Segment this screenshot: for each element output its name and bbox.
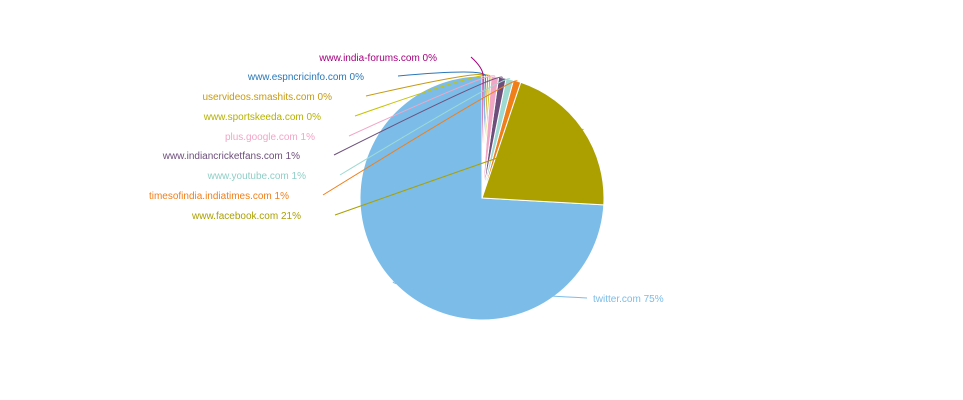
leader-line xyxy=(354,74,491,117)
leader-line xyxy=(392,281,588,299)
leader-line xyxy=(348,75,496,137)
slice-label: www.sportskeeda.com 0% xyxy=(203,112,321,123)
leader-line xyxy=(365,73,489,97)
slice-label: www.youtube.com 1% xyxy=(207,171,306,182)
leader-line xyxy=(339,78,511,176)
slice-label: twitter.com 75% xyxy=(593,294,664,305)
slice-label: www.indiancricketfans.com 1% xyxy=(162,151,300,162)
slice-label: plus.google.com 1% xyxy=(225,132,315,143)
leader-line xyxy=(334,128,584,216)
leader-line xyxy=(322,80,518,196)
slice-labels: twitter.com 75% www.facebook.com 21% times… xyxy=(149,53,664,305)
leader-line xyxy=(397,71,486,77)
slice-label: www.facebook.com 21% xyxy=(191,211,301,222)
slice-label: www.india-forums.com 0% xyxy=(318,53,437,64)
slice-label: www.espncricinfo.com 0% xyxy=(247,72,364,83)
leader-lines xyxy=(322,56,588,299)
slice-label: uservideos.smashits.com 0% xyxy=(203,92,333,103)
leader-line xyxy=(470,56,484,77)
slice-label: timesofindia.indiatimes.com 1% xyxy=(149,191,289,202)
leader-line xyxy=(333,76,503,156)
